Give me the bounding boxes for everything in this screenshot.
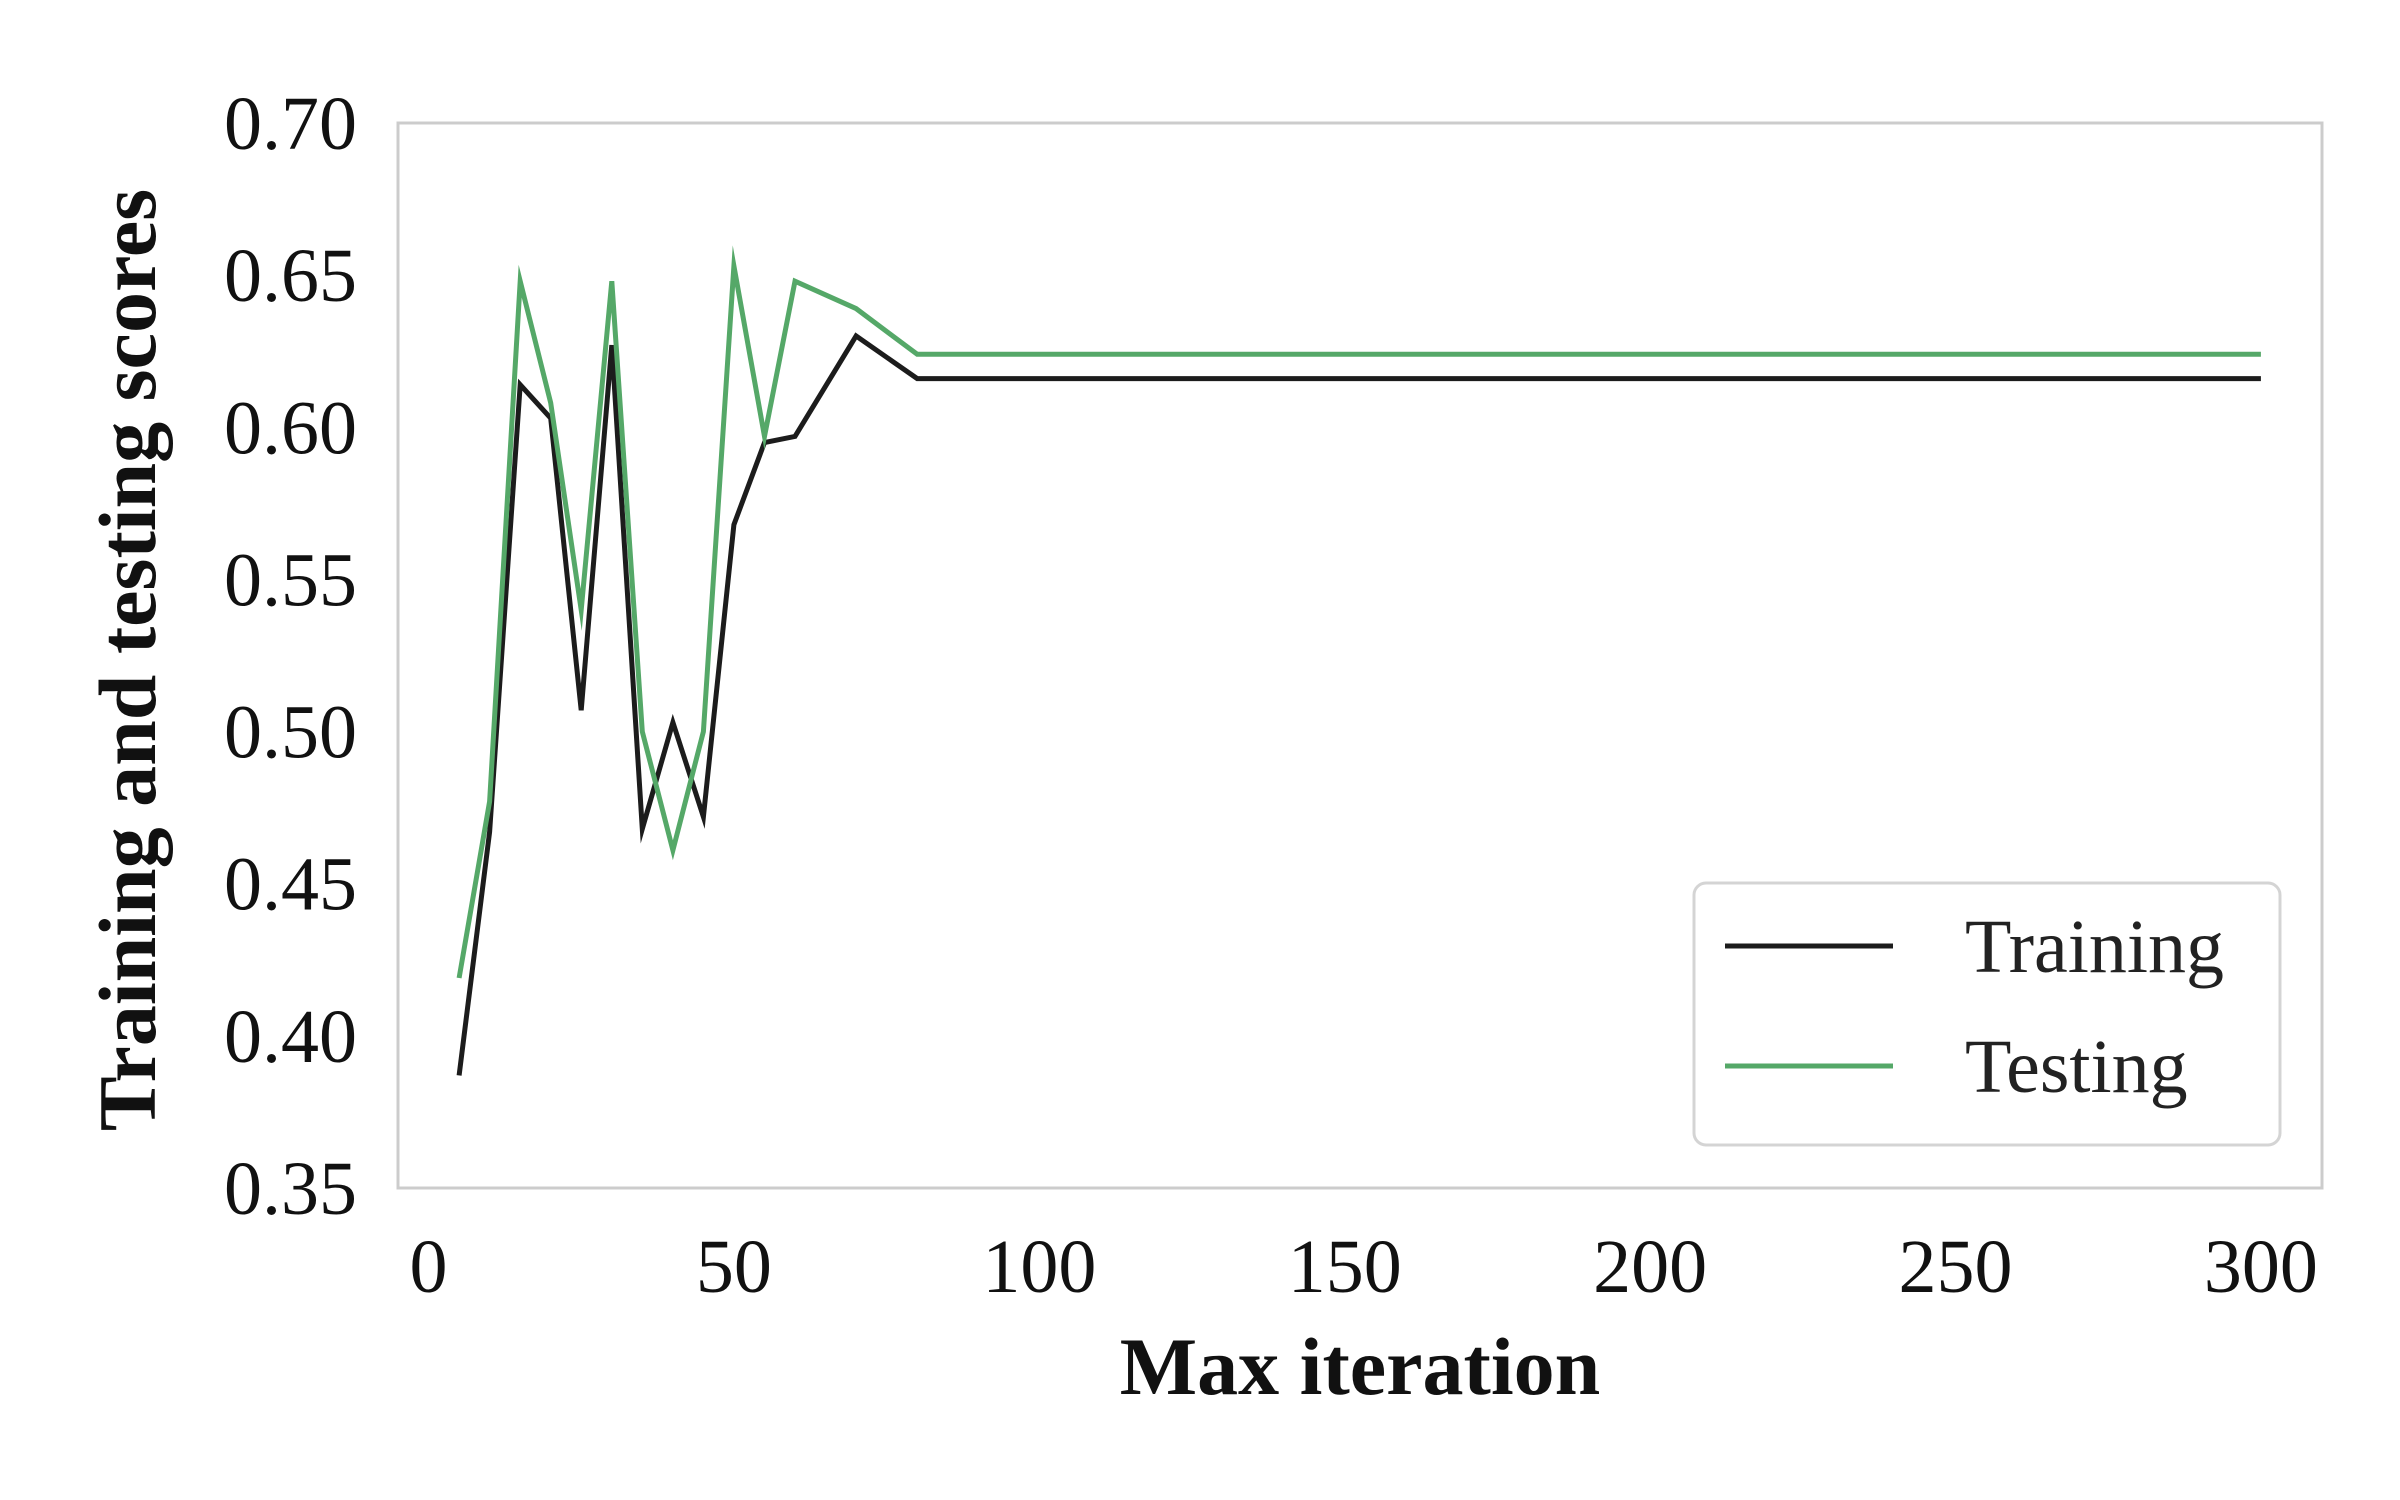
x-tick-label: 100 xyxy=(982,1225,1096,1309)
x-tick-label: 250 xyxy=(1899,1225,2013,1309)
y-tick-label: 0.65 xyxy=(224,234,357,318)
y-tick-label: 0.45 xyxy=(224,843,357,927)
y-tick-label: 0.40 xyxy=(224,995,357,1079)
series-line-testing xyxy=(456,245,2261,979)
x-tick-label: 50 xyxy=(696,1225,772,1309)
x-axis-title: Max iteration xyxy=(1120,1321,1600,1412)
y-tick-label: 0.35 xyxy=(224,1147,357,1231)
plot-area-border xyxy=(396,121,2324,1190)
y-axis-ticks: 0.35 0.40 0.45 0.50 0.55 0.60 0.65 0.70 xyxy=(224,82,357,1231)
y-tick-label: 0.50 xyxy=(224,691,357,775)
plot-frame xyxy=(396,121,2324,1190)
y-axis-title: Training and testing scores xyxy=(82,189,173,1131)
legend-label-testing: Testing xyxy=(1965,1025,2188,1109)
legend: Training Testing xyxy=(1692,881,2282,1147)
x-tick-label: 300 xyxy=(2204,1225,2318,1309)
series-layer xyxy=(456,245,2261,1076)
series-line-training xyxy=(456,332,2261,1076)
y-tick-label: 0.55 xyxy=(224,538,357,622)
y-tick-label: 0.70 xyxy=(224,82,357,166)
x-tick-label: 0 xyxy=(410,1225,448,1309)
x-tick-label: 150 xyxy=(1288,1225,1402,1309)
legend-label-training: Training xyxy=(1965,905,2224,989)
x-axis-ticks: 0 50 100 150 200 250 300 xyxy=(410,1225,2318,1309)
y-tick-label: 0.60 xyxy=(224,386,357,470)
x-tick-label: 200 xyxy=(1593,1225,1707,1309)
